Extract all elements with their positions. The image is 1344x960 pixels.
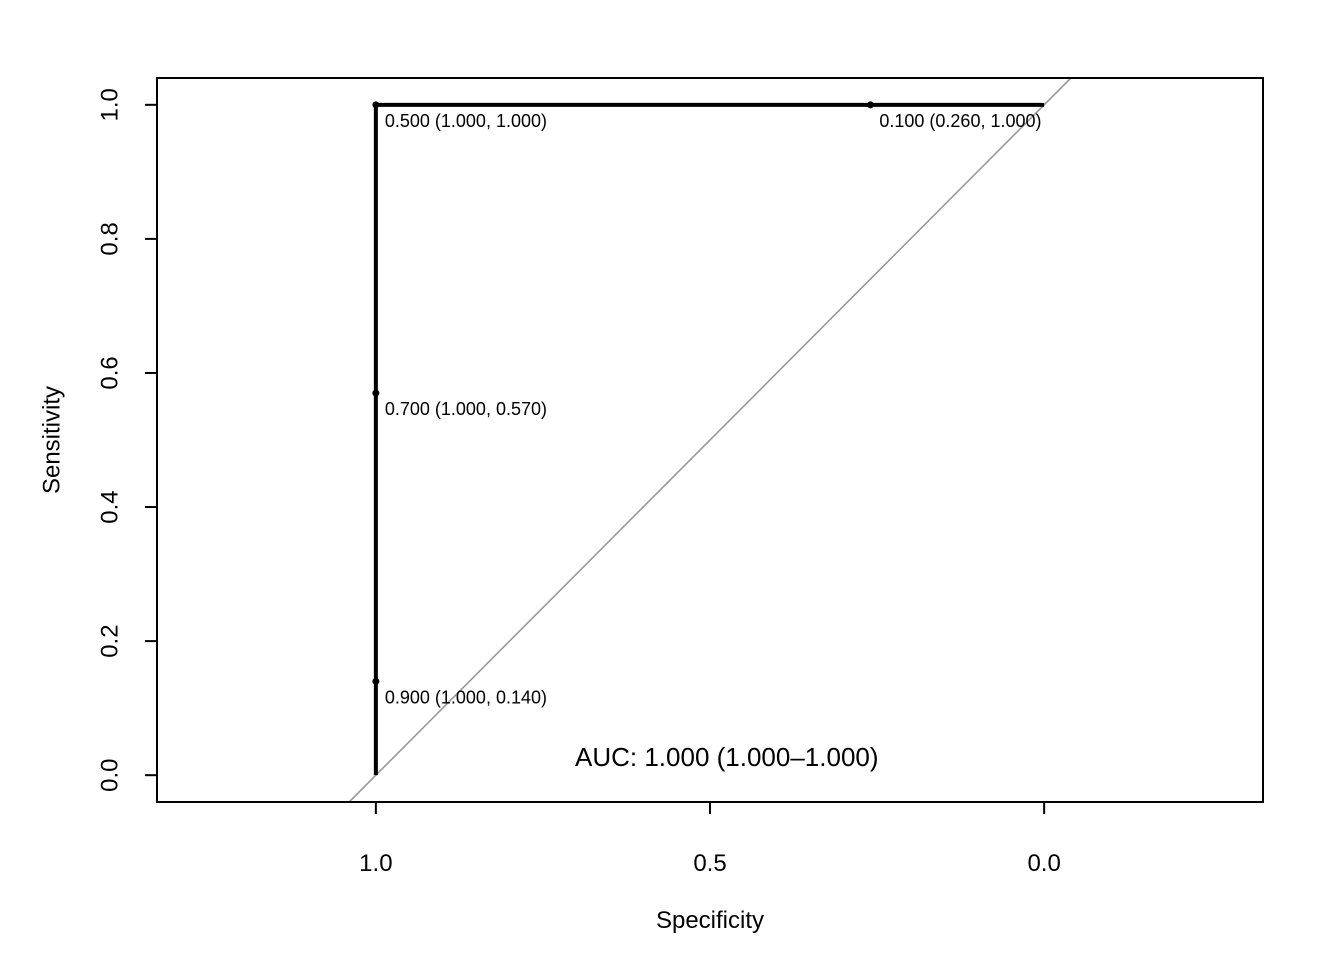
threshold-point-label: 0.700 (1.000, 0.570): [385, 399, 547, 419]
auc-annotation: AUC: 1.000 (1.000–1.000): [575, 742, 879, 772]
reference-layer: [348, 77, 1072, 803]
roc-curve-line: [373, 102, 1045, 776]
x-tick-label: 0.5: [693, 850, 726, 877]
y-tick-label: 0.6: [97, 356, 124, 389]
axes-layer: 1.0 0.5 0.0 0.0 0.2 0.4 0.6 0.8 1.0: [97, 88, 1061, 877]
reference-diagonal-line: [348, 77, 1072, 803]
y-tick-label: 1.0: [97, 88, 124, 121]
threshold-point-label: 0.900 (1.000, 0.140): [385, 687, 547, 707]
threshold-point: [372, 101, 380, 109]
y-axis-title: Sensitivity: [39, 386, 66, 494]
x-tick-label: 1.0: [359, 850, 392, 877]
y-tick-label: 0.2: [97, 624, 124, 657]
y-tick-label: 0.8: [97, 222, 124, 255]
threshold-point-label: 0.100 (0.260, 1.000): [879, 111, 1041, 131]
x-tick-label: 0.0: [1027, 850, 1060, 877]
threshold-point-label: 0.500 (1.000, 1.000): [385, 111, 547, 131]
curve-layer: [373, 102, 1045, 776]
threshold-point: [372, 389, 380, 397]
x-axis-title: Specificity: [656, 907, 764, 934]
y-tick-label: 0.0: [97, 758, 124, 791]
threshold-point: [372, 677, 380, 685]
points-layer: 0.500 (1.000, 1.000) 0.100 (0.260, 1.000)…: [372, 101, 1042, 707]
threshold-point: [866, 101, 874, 109]
y-tick-label: 0.4: [97, 490, 124, 523]
